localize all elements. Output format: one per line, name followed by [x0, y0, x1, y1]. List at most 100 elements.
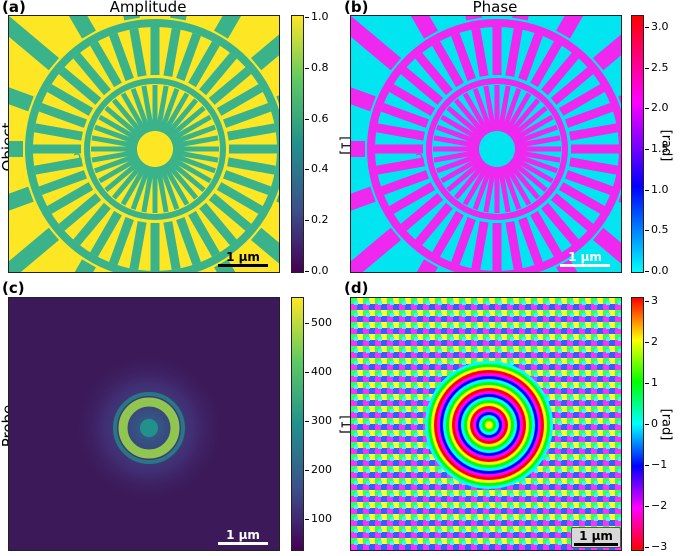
spoke	[161, 163, 190, 206]
spoke	[436, 124, 481, 146]
spoke	[208, 67, 252, 105]
spoke	[432, 41, 464, 88]
object-phase-image: 2	[350, 15, 622, 273]
probe-phase-image	[350, 297, 622, 551]
tick-mark	[645, 301, 649, 302]
tick-label: 0.2	[311, 213, 329, 227]
spoke	[227, 123, 276, 141]
tick-mark	[645, 424, 649, 425]
tick-label: 1.5	[651, 142, 669, 155]
scalebar-b-bar	[560, 264, 610, 267]
spoke	[518, 216, 543, 266]
spoke	[511, 155, 554, 184]
spoke	[514, 149, 561, 163]
scalebar-b-label: 1 µm	[568, 250, 602, 264]
phase-spokes	[351, 16, 621, 272]
spoke	[9, 227, 60, 272]
spoke	[618, 95, 621, 104]
spoke	[410, 16, 438, 39]
spoke	[592, 227, 621, 264]
tick-label: 500	[311, 316, 332, 329]
spoke	[518, 32, 543, 82]
spoke	[380, 170, 430, 195]
tick-label: 1	[651, 376, 658, 389]
spoke	[171, 152, 216, 174]
probe-amplitude-colorbar-ticks: 500 400 300 200 100	[305, 297, 335, 551]
tick-label: 2.5	[651, 60, 669, 74]
tick-mark	[645, 230, 649, 232]
panel-label-d: (d)	[344, 279, 369, 297]
spoke	[503, 92, 532, 135]
tick-mark	[305, 470, 309, 471]
tick-mark	[305, 17, 309, 18]
scalebar-a-bar	[218, 264, 268, 267]
spoke	[569, 123, 618, 141]
spoke	[98, 114, 141, 143]
spoke	[497, 85, 511, 132]
spoke	[109, 32, 134, 82]
spoke	[472, 165, 494, 210]
spoke	[68, 16, 96, 39]
panel-label-a: (a)	[2, 0, 26, 16]
spoke	[530, 41, 562, 88]
spoke	[569, 157, 618, 175]
spoke	[164, 98, 199, 137]
spoke	[453, 98, 488, 137]
spoke	[222, 170, 272, 195]
tick-label: −2	[651, 499, 668, 512]
tick-mark	[645, 342, 649, 343]
spoke	[188, 210, 220, 257]
phase-unit-label: [rad]	[658, 129, 674, 162]
spoke	[511, 114, 554, 143]
tick-mark	[305, 323, 309, 324]
spoke	[47, 182, 94, 214]
spoke	[227, 157, 276, 175]
spoke	[505, 28, 523, 77]
tick-mark	[645, 547, 649, 548]
amplitude-spokes	[9, 16, 279, 272]
spoke	[94, 124, 139, 146]
scalebar-c-label: 1 µm	[226, 528, 260, 542]
object-amplitude-image: 2	[8, 15, 280, 273]
spoke	[199, 202, 237, 246]
tick-label: −3	[651, 540, 668, 553]
tick-mark	[645, 465, 649, 466]
amplitude-number-2: 2	[73, 152, 82, 168]
spoke	[564, 103, 614, 128]
spoke	[503, 163, 532, 206]
spoke	[104, 158, 143, 193]
spoke	[167, 158, 206, 193]
spoke	[497, 166, 511, 213]
phase-ring	[485, 421, 493, 429]
spoke	[351, 186, 376, 211]
probe-phase-colorbar-ticks: 3 2 1 0 −1 −2 −3	[645, 294, 675, 553]
tick-label: 0.0	[311, 264, 329, 277]
spoke	[90, 210, 122, 257]
spoke	[130, 165, 152, 210]
probe-amplitude-colorbar	[291, 297, 304, 551]
spoke	[164, 161, 199, 200]
spoke	[250, 34, 279, 71]
spoke	[558, 182, 605, 214]
scalebar-d-bar	[574, 543, 618, 546]
tick-mark	[305, 271, 309, 272]
phase-number-2: 2	[415, 152, 424, 168]
spoke	[176, 216, 201, 266]
spoke	[38, 170, 88, 195]
spoke	[38, 103, 88, 128]
spoke	[432, 210, 464, 257]
spoke	[471, 221, 489, 270]
spoke	[389, 84, 436, 116]
spoke	[90, 41, 122, 88]
spoke	[556, 16, 584, 39]
spoke	[172, 135, 219, 149]
tick-mark	[645, 67, 649, 69]
spoke	[104, 105, 143, 140]
spoke	[618, 194, 621, 203]
tick-label: 3.0	[651, 20, 669, 33]
amplitude-colorbar-ticks: 1.0 0.8 0.6 0.4 0.2 0.0	[305, 10, 335, 277]
spoke	[550, 193, 594, 231]
spoke	[472, 88, 494, 133]
spoke	[250, 227, 279, 264]
spoke	[9, 186, 34, 211]
